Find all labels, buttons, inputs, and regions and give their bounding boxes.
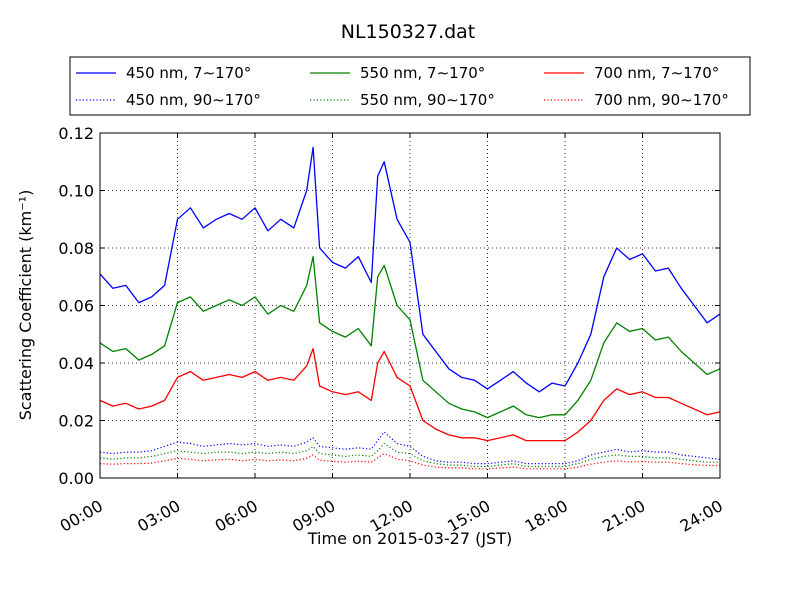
chart-title: NL150327.dat bbox=[341, 21, 476, 43]
series-line-2 bbox=[99, 255, 721, 419]
legend-label-3: 550 nm, 90∼170° bbox=[360, 91, 495, 109]
series-line-1 bbox=[99, 431, 721, 465]
axis-ticks bbox=[99, 132, 721, 479]
y-tick-label: 0.08 bbox=[58, 239, 94, 258]
y-tick-label: 0.00 bbox=[58, 469, 94, 488]
y-tick-label: 0.12 bbox=[58, 124, 94, 143]
y-tick-label: 0.04 bbox=[58, 354, 94, 373]
legend-label-5: 700 nm, 90∼170° bbox=[594, 91, 729, 109]
series-line-3 bbox=[99, 442, 720, 468]
legend-frame bbox=[69, 56, 751, 116]
y-tick-label: 0.10 bbox=[58, 182, 94, 201]
x-axis-label: Time on 2015-03-27 (JST) bbox=[307, 529, 512, 548]
series-line-0 bbox=[99, 146, 721, 393]
legend: 450 nm, 7∼170° 450 nm, 90∼170° 550 nm, 7∼1… bbox=[69, 56, 751, 116]
legend-label-4: 700 nm, 7∼170° bbox=[594, 64, 719, 82]
y-tick-label: 0.06 bbox=[58, 297, 94, 316]
y-axis-tick-labels: 0.00 0.02 0.04 0.06 0.08 0.10 0.12 bbox=[58, 124, 94, 488]
legend-label-0: 450 nm, 7∼170° bbox=[126, 64, 251, 82]
series-line-4 bbox=[99, 347, 721, 442]
y-axis-label: Scattering Coefficient (km⁻¹) bbox=[16, 190, 35, 421]
plot-series bbox=[99, 146, 721, 470]
legend-label-1: 450 nm, 90∼170° bbox=[126, 91, 261, 109]
legend-label-2: 550 nm, 7∼170° bbox=[360, 64, 485, 82]
y-tick-label: 0.02 bbox=[58, 412, 94, 431]
